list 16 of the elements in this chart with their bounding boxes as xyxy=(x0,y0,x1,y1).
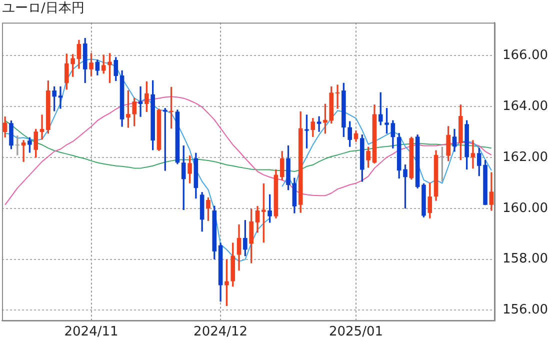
y-tick-label: 162.00 xyxy=(502,150,548,165)
x-tick-label: 2024/11 xyxy=(64,324,118,340)
y-tick-label: 164.00 xyxy=(502,98,548,114)
y-tick-label: 166.00 xyxy=(502,48,548,64)
candlestick xyxy=(316,116,322,132)
y-tick-label: 158.00 xyxy=(502,252,548,267)
candlestick xyxy=(58,86,63,109)
candlestick xyxy=(21,140,26,162)
candlestick xyxy=(138,86,143,117)
x-tick-label: 2024/12 xyxy=(194,324,248,340)
y-tick-label: 160.00 xyxy=(502,200,548,216)
candlestick xyxy=(40,114,44,140)
x-tick-label: 2025/01 xyxy=(328,324,383,340)
y-tick-label: 156.00 xyxy=(502,302,548,318)
candlestick xyxy=(470,140,476,169)
chart-title: ユーロ/日本円 xyxy=(2,1,84,16)
